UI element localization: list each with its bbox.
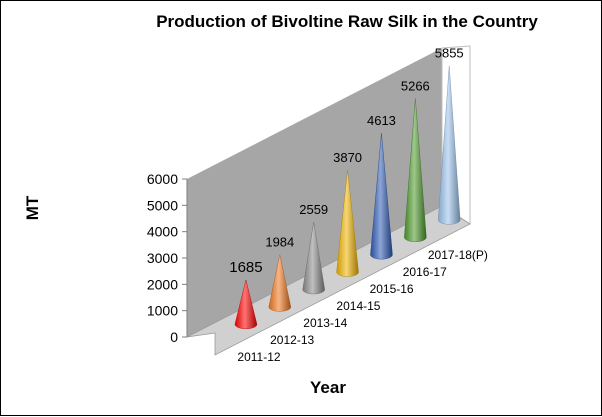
x-tick-label: 2011-12 xyxy=(237,350,280,364)
data-label: 2559 xyxy=(299,202,328,217)
x-tick-label: 2017-18(P) xyxy=(428,248,488,262)
data-label: 4613 xyxy=(367,113,396,128)
floor xyxy=(186,205,471,356)
y-tick-label: 6000 xyxy=(147,171,178,187)
x-tick-label: 2015-16 xyxy=(370,282,414,296)
y-tick-label: 4000 xyxy=(147,224,178,240)
y-tick-label: 5000 xyxy=(147,197,178,213)
cone-bar xyxy=(302,222,325,295)
cone-bar xyxy=(438,65,461,225)
y-axis-title: MT xyxy=(23,195,42,220)
cone-bar xyxy=(370,133,393,260)
data-label: 3870 xyxy=(333,150,362,165)
cone-bar xyxy=(234,279,258,329)
x-axis-title: Year xyxy=(310,378,346,397)
y-tick-label: 0 xyxy=(170,329,178,345)
cone-bar xyxy=(336,170,359,277)
x-tick-label: 2014-15 xyxy=(336,299,380,313)
data-label: 5855 xyxy=(435,46,464,61)
x-axis-ticks: 2011-12 2012-13 2013-14 2014-15 2015-16 2016-… xyxy=(237,248,488,364)
cone-bar xyxy=(404,98,427,242)
side-wall xyxy=(187,48,442,337)
x-tick-label: 2013-14 xyxy=(303,316,347,330)
x-tick-label: 2012-13 xyxy=(270,333,314,347)
y-tick-label: 2000 xyxy=(147,276,178,292)
y-axis-ticks: 0 1000 2000 3000 4000 5000 6000 xyxy=(147,171,187,345)
chart-title: Production of Bivoltine Raw Silk in the … xyxy=(156,12,538,31)
y-tick-label: 1000 xyxy=(147,303,178,319)
data-label: 1984 xyxy=(265,235,294,250)
y-tick-label: 3000 xyxy=(147,250,178,266)
x-tick-label: 2016-17 xyxy=(403,265,447,279)
data-label: 1685 xyxy=(229,259,262,276)
cone-series xyxy=(234,65,461,329)
cone-bar xyxy=(268,254,292,312)
data-label: 5266 xyxy=(401,79,430,94)
